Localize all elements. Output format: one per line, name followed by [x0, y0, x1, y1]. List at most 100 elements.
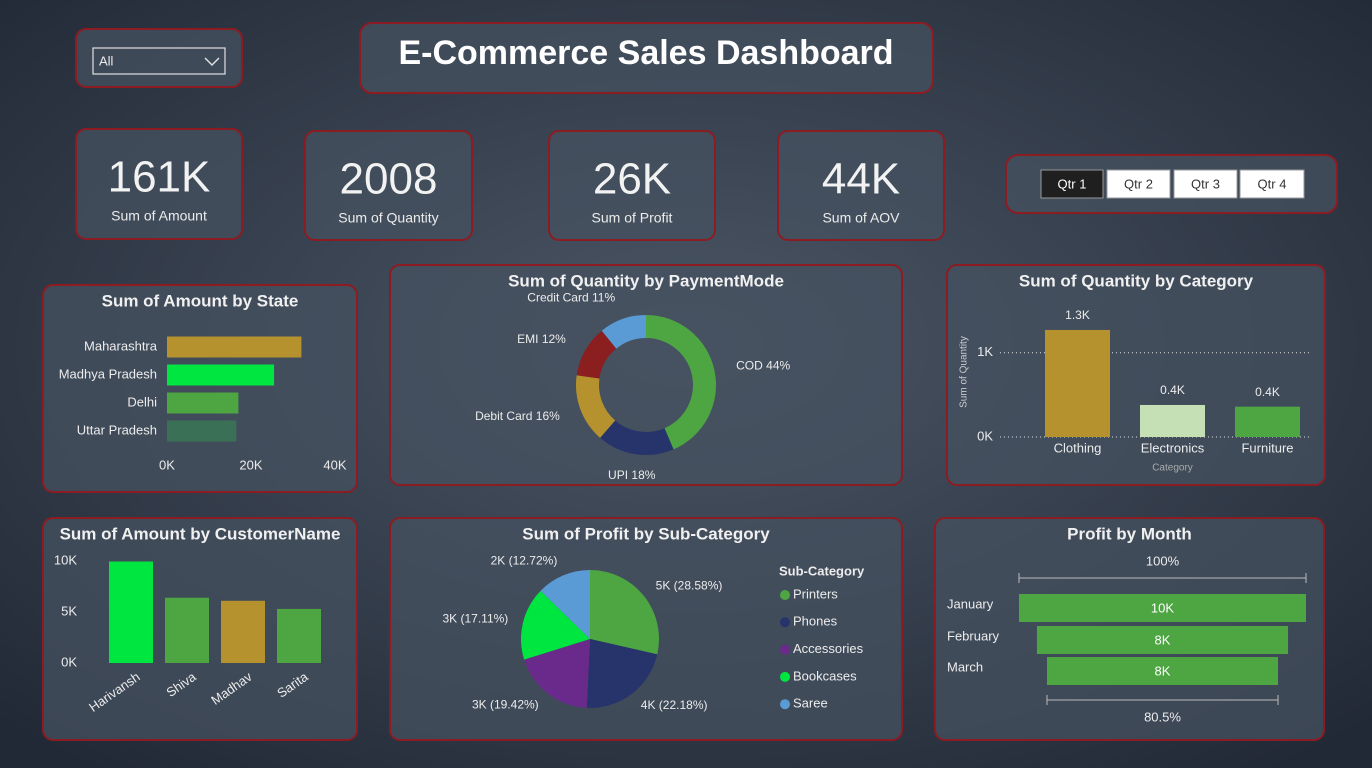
category-label: Credit Card: [527, 291, 588, 305]
y-tick-label: Maharashtra: [84, 338, 158, 353]
bar: [1140, 404, 1205, 437]
data-label: Debit Card 16%: [475, 409, 560, 423]
kpi-card: [75, 128, 243, 240]
quarter-label: Qtr 1: [1058, 176, 1087, 191]
value-label: 8K: [1155, 663, 1171, 678]
bracket: [1046, 695, 1279, 705]
legend-label: Phones: [793, 614, 838, 629]
kpi-value: 26K: [593, 155, 671, 204]
data-label: UPI 18%: [608, 468, 656, 482]
data-label: Credit Card 11%: [527, 291, 615, 305]
quarter-label: Qtr 4: [1258, 176, 1287, 191]
funnel-bar: [1019, 594, 1306, 622]
slice: [521, 590, 590, 660]
slice: [576, 330, 617, 379]
data-label: 5K (28.58%): [656, 579, 723, 593]
slice: [646, 315, 716, 450]
legend-swatch: [780, 671, 790, 682]
quarter-button[interactable]: [1239, 169, 1305, 199]
data-label: COD 44%: [736, 359, 790, 373]
legend-swatch: [780, 644, 790, 655]
slice: [590, 570, 659, 655]
slice: [576, 375, 616, 438]
dropdown-arrow: [204, 57, 220, 67]
bar: [167, 364, 275, 386]
value-label: 10K: [1151, 600, 1174, 615]
kpi-card: [548, 130, 716, 241]
bar: [277, 608, 321, 663]
y-tick-label: 0K: [61, 654, 77, 669]
y-tick-label: 1K: [977, 344, 993, 359]
legend-label: Saree: [793, 696, 828, 711]
data-label: 2K (12.72%): [491, 554, 558, 568]
kpi-label: Sum of Profit: [592, 210, 673, 226]
x-tick-label: 20K: [239, 457, 262, 472]
quarter-label: Qtr 3: [1191, 176, 1220, 191]
y-tick-label: 5K: [61, 603, 77, 618]
quarter-button[interactable]: [1173, 169, 1238, 199]
chart-title: Sum of Quantity by PaymentMode: [508, 271, 784, 290]
y-tick-label: 0K: [977, 428, 993, 443]
kpi-label: Sum of AOV: [822, 210, 900, 226]
top-label: 100%: [1146, 553, 1180, 568]
legend-title: Sub-Category: [779, 563, 865, 578]
chart-title: Sum of Amount by CustomerName: [60, 524, 341, 543]
data-label: 4K (22.18%): [641, 698, 708, 712]
funnel-bar: [1046, 657, 1279, 685]
kpi-value: 44K: [822, 155, 900, 204]
value-label: 12%: [542, 332, 566, 346]
quarter-button[interactable]: [1106, 169, 1171, 199]
bar: [165, 597, 209, 663]
bar: [1045, 329, 1110, 437]
slice: [601, 315, 646, 349]
data-label: 3K (19.42%): [472, 698, 539, 712]
data-label: 3K (17.11%): [442, 612, 508, 626]
chart-panel: [42, 284, 358, 493]
legend-swatch: [780, 617, 790, 628]
x-axis-title: Category: [1152, 463, 1193, 474]
kpi-card: [304, 130, 473, 241]
kpi-label: Sum of Amount: [111, 208, 207, 224]
kpi-value: 161K: [108, 153, 211, 202]
dashboard-title: E-Commerce Sales Dashboard: [398, 34, 893, 72]
dropdown[interactable]: [92, 47, 226, 75]
slice: [540, 570, 590, 639]
bar: [167, 336, 302, 358]
category-label: COD: [736, 359, 763, 373]
value-label: 4K (22.18%): [641, 698, 708, 712]
y-tick-label: Madhya Pradesh: [59, 366, 157, 381]
bar: [1235, 406, 1300, 437]
value-label: 8K: [1155, 632, 1171, 647]
category-label: UPI: [608, 468, 628, 482]
title-panel: [359, 22, 934, 94]
slice: [524, 639, 590, 708]
chart-title: Sum of Quantity by Category: [1019, 271, 1254, 290]
category-label: February: [947, 628, 1000, 643]
bar: [109, 561, 153, 663]
value-label: 1.3K: [1065, 308, 1090, 322]
value-label: 3K (17.11%): [442, 612, 508, 626]
value-label: 18%: [631, 468, 655, 482]
slice: [600, 420, 674, 455]
bar: [167, 420, 237, 442]
legend-label: Accessories: [793, 641, 864, 656]
x-tick-label: Clothing: [1054, 440, 1102, 455]
quarter-label: Qtr 2: [1124, 176, 1153, 191]
legend-label: Bookcases: [793, 668, 857, 683]
y-tick-label: 10K: [54, 552, 77, 567]
category-label: Debit Card: [475, 409, 532, 423]
x-tick-label: 0K: [159, 457, 175, 472]
y-tick-label: Uttar Pradesh: [77, 422, 157, 437]
bottom-label: 80.5%: [1144, 709, 1181, 724]
dropdown-panel: [75, 28, 243, 88]
bar: [167, 392, 239, 414]
funnel-bar: [1036, 626, 1289, 654]
category-label: January: [947, 596, 994, 611]
value-label: 3K (19.42%): [472, 698, 539, 712]
value-label: 5K (28.58%): [656, 579, 723, 593]
quarter-button[interactable]: [1040, 169, 1104, 199]
legend-swatch: [780, 699, 790, 710]
value-label: 16%: [536, 409, 560, 423]
